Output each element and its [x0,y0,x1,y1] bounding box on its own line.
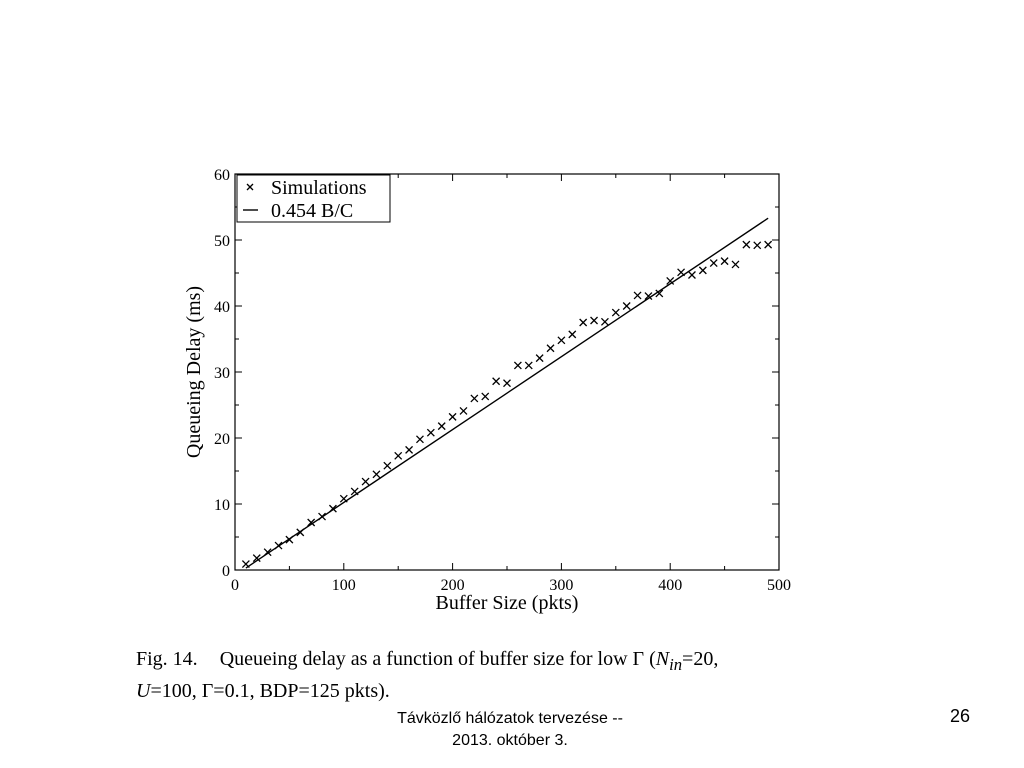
simulation-point [568,330,577,339]
simulation-point [252,554,261,563]
simulation-point [416,435,424,444]
simulation-point [503,379,511,388]
simulation-point [622,302,631,310]
caption-text-1: Queueing delay as a function of buffer s… [219,648,656,670]
simulation-point [611,308,620,317]
simulation-point [590,316,598,325]
simulation-point [633,291,642,300]
simulation-point [383,461,392,470]
simulation-point [296,528,305,537]
fit-line [245,217,769,569]
legend: Simulations 0.454 B/C [236,174,391,223]
y-tick-label: 30 [214,365,230,382]
footer-line-1: Távközlő hálózatok tervezése -- [397,710,623,727]
caption-text-2: =20, [682,648,719,670]
simulation-point [535,354,544,363]
simulation-point [753,241,762,250]
simulation-point [698,266,707,275]
legend-label-fit: 0.454 B/C [271,200,353,222]
simulation-point [709,259,718,268]
simulation-point [720,257,729,266]
caption-n-var: N [655,648,670,670]
footer: Távközlő hálózatok tervezése -- 2013. ok… [340,708,680,752]
caption-fig-label: Fig. 14. [136,648,198,670]
legend-label-simulations: Simulations [271,177,367,199]
x-tick-label: 100 [332,577,356,594]
simulation-point [307,518,316,527]
x-tick-label: 200 [441,577,465,594]
simulation-point [764,240,773,249]
simulation-point [328,504,337,513]
simulation-point [274,541,283,550]
y-tick-label: 60 [214,167,230,184]
simulation-point [394,451,403,460]
simulation-point [644,292,653,301]
simulation-point [481,392,490,401]
y-tick-label: 0 [222,563,230,580]
y-tick-label: 50 [214,233,230,250]
simulation-point [448,412,457,421]
x-tick-label: 400 [658,577,682,594]
simulation-point [557,336,566,345]
simulation-point [285,535,294,544]
simulation-point [318,512,326,521]
simulation-point [361,477,370,486]
x-tick-label: 500 [767,577,791,594]
simulation-point [470,394,479,403]
simulation-point [546,344,555,353]
x-tick-label: 0 [231,577,239,594]
y-tick-label: 20 [214,431,230,448]
page-number: 26 [949,706,970,726]
simulation-point [339,494,348,503]
caption-u-var: U [136,680,151,702]
simulation-point [666,276,675,285]
caption-text-3: =100, Γ=0.1, BDP=125 pkts). [150,680,390,702]
simulation-point [579,318,588,327]
simulation-point [742,240,751,249]
legend-box [236,174,391,223]
caption-n-sub: in [669,655,683,674]
simulation-points [241,240,773,569]
simulation-point [263,548,272,557]
simulation-point [513,361,522,370]
x-axis-title: Buffer Size (pkts) [436,592,579,614]
y-axis-title: Queueing Delay (ms) [183,286,205,458]
simulation-point [241,560,250,569]
y-tick-label: 40 [214,299,230,316]
simulation-point [492,377,501,386]
tick-labels: 0 100 200 300 400 500 0 10 20 30 40 50 60 [214,167,791,594]
simulation-point [600,317,609,326]
simulation-point [524,361,533,370]
legend-marker-simulations [246,183,254,191]
simulation-point [405,445,414,454]
simulation-point [677,268,686,277]
simulation-point [350,487,359,496]
simulation-point [655,289,664,298]
simulation-point [688,271,696,279]
x-tick-label: 300 [549,577,573,594]
axis-ticks [234,173,780,571]
plot-frame [234,173,780,571]
simulation-point [459,406,468,415]
simulation-point [731,260,740,269]
simulation-point [372,470,381,479]
simulation-point [426,428,435,437]
y-tick-label: 10 [214,497,230,514]
footer-line-2: 2013. október 3. [452,732,568,749]
figure-caption: Fig. 14. Queueing delay as a function of … [136,646,876,705]
simulation-point [437,422,446,431]
